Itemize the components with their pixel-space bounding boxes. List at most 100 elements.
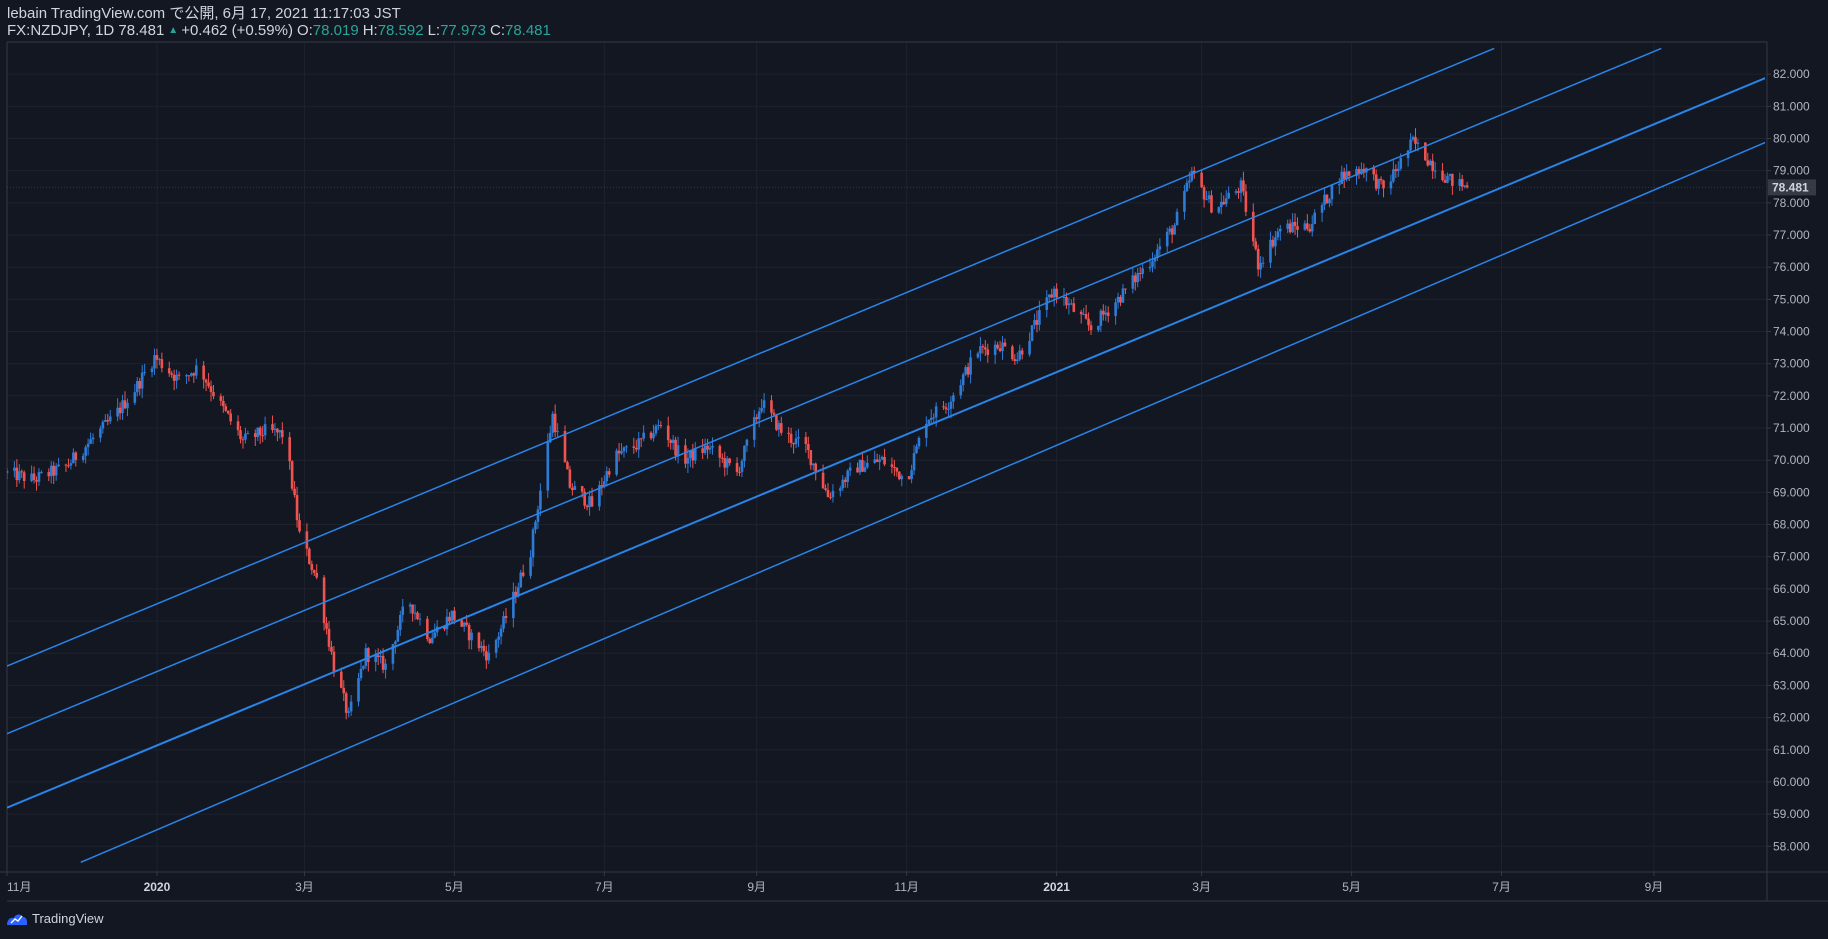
candle-body bbox=[20, 471, 24, 473]
candle-body bbox=[108, 416, 112, 422]
candle-body bbox=[330, 646, 333, 652]
candle-body bbox=[1441, 170, 1444, 181]
candle-body bbox=[1185, 182, 1189, 191]
time-tick-label: 11月 bbox=[7, 880, 31, 894]
candle-body bbox=[17, 471, 21, 481]
candle-body bbox=[1340, 171, 1344, 185]
high-label: H: bbox=[362, 22, 378, 39]
candle-body bbox=[563, 431, 567, 463]
candle-body bbox=[158, 359, 161, 361]
candle-body bbox=[829, 497, 832, 499]
footer: TradingView bbox=[6, 911, 104, 926]
candle-body bbox=[190, 373, 193, 376]
channel-lines[interactable] bbox=[7, 47, 1767, 864]
footer-brand[interactable]: TradingView bbox=[32, 911, 104, 926]
candle-body bbox=[669, 440, 672, 444]
candle-body bbox=[1379, 178, 1383, 181]
candle-body bbox=[172, 374, 176, 381]
channel-line-4 bbox=[80, 141, 1765, 864]
price-axis[interactable]: 58.000 59.000 60.000 61.000 62.000 63.000 64.0… bbox=[1767, 67, 1810, 853]
candle-body bbox=[293, 488, 296, 496]
candle-body bbox=[315, 572, 319, 578]
candle-body bbox=[1306, 223, 1309, 229]
candle-body bbox=[54, 465, 58, 476]
candle-body bbox=[69, 463, 73, 466]
candle-body bbox=[1133, 275, 1137, 283]
candle-body bbox=[236, 421, 240, 431]
candle-body bbox=[1291, 221, 1294, 233]
candle-body bbox=[133, 392, 137, 403]
candle-body bbox=[996, 344, 999, 349]
candle-body bbox=[413, 612, 417, 614]
candle-body bbox=[534, 522, 537, 530]
price-tick-label: 74.000 bbox=[1773, 325, 1810, 339]
candle-body bbox=[1320, 204, 1324, 213]
candle-body bbox=[32, 473, 36, 480]
last-price-tag-text: 78.481 bbox=[1772, 180, 1809, 194]
candle-body bbox=[1323, 194, 1326, 205]
price-tick-label: 72.000 bbox=[1773, 389, 1810, 403]
candle-body bbox=[1271, 239, 1275, 247]
open-value: 78.019 bbox=[312, 22, 359, 39]
candle-body bbox=[514, 591, 518, 597]
candle-body bbox=[497, 636, 500, 640]
candle-body bbox=[1347, 171, 1351, 176]
candle-body bbox=[155, 355, 159, 360]
candle-body bbox=[1119, 296, 1122, 303]
candle-body bbox=[357, 678, 360, 702]
candle-body bbox=[116, 407, 119, 417]
open-label: O: bbox=[296, 22, 313, 39]
price-tick-label: 65.000 bbox=[1773, 614, 1810, 628]
candle-body bbox=[947, 408, 950, 410]
candle-body bbox=[1079, 311, 1083, 315]
candle-body bbox=[927, 419, 931, 425]
candle-body bbox=[858, 459, 862, 473]
candle-body bbox=[229, 413, 232, 422]
candle-body bbox=[256, 427, 260, 437]
time-axis[interactable]: 11月 2020 3月 5月 7月 9月 11月 2021 3月 5月 7月 9月 bbox=[6, 872, 1663, 894]
candle-body bbox=[1224, 198, 1228, 205]
time-tick-label: 7月 bbox=[1492, 880, 1511, 894]
candle-body bbox=[430, 637, 434, 644]
candle-body bbox=[723, 458, 727, 468]
candle-body bbox=[1151, 261, 1154, 267]
candle-body bbox=[7, 470, 9, 474]
candle-body bbox=[1374, 174, 1378, 189]
candle-body bbox=[553, 413, 557, 433]
candle-body bbox=[1131, 275, 1135, 289]
candle-body bbox=[30, 473, 33, 482]
candle-body bbox=[261, 435, 264, 437]
candle-body bbox=[976, 353, 980, 358]
price-tick-label: 67.000 bbox=[1773, 550, 1810, 564]
candle-body bbox=[625, 446, 628, 448]
candle-body bbox=[807, 444, 810, 451]
price-tick-label: 80.000 bbox=[1773, 132, 1810, 146]
candle-body bbox=[1256, 248, 1260, 270]
candle-body bbox=[1099, 310, 1103, 326]
candle-body bbox=[1227, 192, 1230, 199]
candle-body bbox=[1011, 346, 1014, 360]
price-tick-label: 78.000 bbox=[1773, 196, 1810, 210]
candle-body bbox=[1274, 237, 1277, 247]
candle-body bbox=[838, 488, 842, 491]
candle-body bbox=[1377, 178, 1380, 189]
candle-body bbox=[571, 487, 574, 490]
candle-body bbox=[897, 471, 901, 480]
time-tick-label: 2021 bbox=[1043, 880, 1070, 894]
candle-body bbox=[175, 374, 178, 381]
candle-body bbox=[856, 467, 859, 473]
symbol-label[interactable]: FX:NZDJPY, 1D 78.481 bbox=[7, 22, 165, 39]
candle-body bbox=[494, 639, 498, 653]
publish-info: lebain TradingView.com で公開, 6月 17, 2021 … bbox=[7, 5, 401, 22]
candle-body bbox=[143, 372, 146, 374]
last-price-tag-bg bbox=[1768, 179, 1816, 196]
candle-body bbox=[1463, 185, 1466, 187]
candle-body bbox=[278, 430, 282, 433]
candle-body bbox=[649, 432, 653, 439]
candle-body bbox=[757, 411, 761, 420]
candle-body bbox=[1222, 201, 1226, 205]
candle-body bbox=[516, 587, 520, 597]
candle-body bbox=[772, 412, 776, 415]
candle-body bbox=[843, 479, 847, 483]
